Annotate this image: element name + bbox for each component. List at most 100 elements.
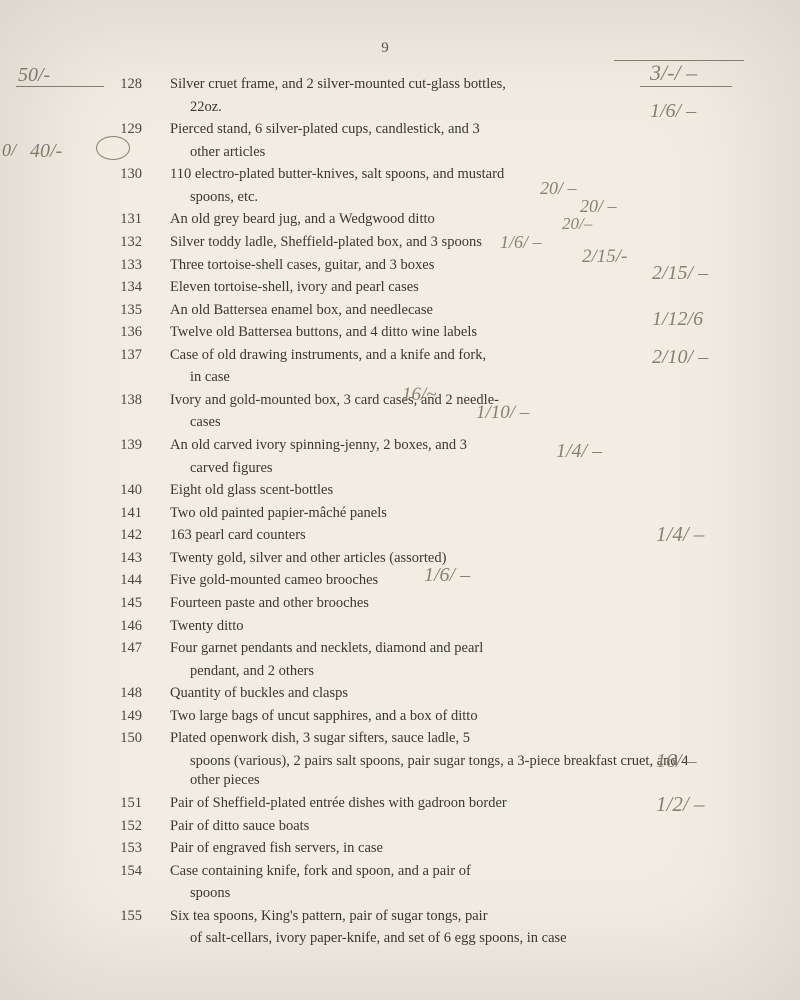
catalog-entry-continuation: spoons (various), 2 pairs salt spoons, p… — [60, 752, 710, 791]
lot-description: Twenty ditto — [170, 617, 710, 637]
lot-description-cont: other articles — [170, 143, 710, 163]
lot-description: Ivory and gold-mounted box, 3 card cases… — [170, 391, 710, 411]
catalog-entry: 132Silver toddy ladle, Sheffield-plated … — [60, 233, 710, 253]
lot-description: Pair of ditto sauce boats — [170, 817, 710, 837]
lot-description: Eight old glass scent-bottles — [170, 481, 710, 501]
lot-number: 145 — [60, 594, 170, 614]
catalog-entry: 128Silver cruet frame, and 2 silver-moun… — [60, 75, 710, 95]
lot-number: 128 — [60, 75, 170, 95]
lot-description: Quantity of buckles and clasps — [170, 684, 710, 704]
lot-description: Pair of engraved fish servers, in case — [170, 839, 710, 859]
lot-description: An old Battersea enamel box, and needlec… — [170, 301, 710, 321]
lot-description: 163 pearl card counters — [170, 526, 710, 546]
catalog-entry: 153Pair of engraved fish servers, in cas… — [60, 839, 710, 859]
lot-number: 153 — [60, 839, 170, 859]
catalog-entry: 146Twenty ditto — [60, 617, 710, 637]
catalog-entry: 147Four garnet pendants and necklets, di… — [60, 639, 710, 659]
lot-description-cont: of salt-cellars, ivory paper-knife, and … — [170, 929, 710, 949]
lot-number-blank — [60, 413, 170, 433]
catalog-entry: 139An old carved ivory spinning-jenny, 2… — [60, 436, 710, 456]
lot-description-cont: cases — [170, 413, 710, 433]
lot-description: Case of old drawing instruments, and a k… — [170, 346, 710, 366]
catalog-entry: 152Pair of ditto sauce boats — [60, 817, 710, 837]
lot-description: Three tortoise-shell cases, guitar, and … — [170, 256, 710, 276]
lot-number: 152 — [60, 817, 170, 837]
lot-number: 155 — [60, 907, 170, 927]
lot-description: Six tea spoons, King's pattern, pair of … — [170, 907, 710, 927]
lot-number: 140 — [60, 481, 170, 501]
catalog-entry: 149Two large bags of uncut sapphires, an… — [60, 707, 710, 727]
lot-number-blank — [60, 662, 170, 682]
catalog-entry-continuation: cases — [60, 413, 710, 433]
catalog-entry: 138Ivory and gold-mounted box, 3 card ca… — [60, 391, 710, 411]
lot-description: Five gold-mounted cameo brooches — [170, 571, 710, 591]
lot-description-cont: carved figures — [170, 459, 710, 479]
lot-number: 146 — [60, 617, 170, 637]
lot-description: Pair of Sheffield-plated entrée dishes w… — [170, 794, 710, 814]
lot-description-cont: spoons, etc. — [170, 188, 710, 208]
catalog-entry-continuation: spoons, etc. — [60, 188, 710, 208]
catalog-entry: 144Five gold-mounted cameo brooches — [60, 571, 710, 591]
handwritten-underline — [614, 60, 744, 61]
lot-description: An old grey beard jug, and a Wedgwood di… — [170, 210, 710, 230]
catalog-entry: 150Plated openwork dish, 3 sugar sifters… — [60, 729, 710, 749]
lot-number: 149 — [60, 707, 170, 727]
page-number: 9 — [60, 40, 710, 57]
lot-number: 138 — [60, 391, 170, 411]
lot-description: Eleven tortoise-shell, ivory and pearl c… — [170, 278, 710, 298]
lot-number-blank — [60, 368, 170, 388]
lot-number: 143 — [60, 549, 170, 569]
lot-description: Twenty gold, silver and other articles (… — [170, 549, 710, 569]
lot-number: 141 — [60, 504, 170, 524]
lot-number: 151 — [60, 794, 170, 814]
lot-description-cont: in case — [170, 368, 710, 388]
handwritten-circle — [96, 136, 130, 160]
handwritten-underline — [16, 86, 104, 87]
lot-description-cont: 22oz. — [170, 98, 710, 118]
catalog-entry: 136Twelve old Battersea buttons, and 4 d… — [60, 323, 710, 343]
catalog-entry: 143Twenty gold, silver and other article… — [60, 549, 710, 569]
lot-number: 144 — [60, 571, 170, 591]
lot-number: 139 — [60, 436, 170, 456]
catalog-entry-continuation: of salt-cellars, ivory paper-knife, and … — [60, 929, 710, 949]
catalog-entry: 129Pierced stand, 6 silver-plated cups, … — [60, 120, 710, 140]
lot-number-blank — [60, 98, 170, 118]
lot-description: Four garnet pendants and necklets, diamo… — [170, 639, 710, 659]
catalog-entry: 130110 electro-plated butter-knives, sal… — [60, 165, 710, 185]
lot-number: 133 — [60, 256, 170, 276]
catalog-entry: 135An old Battersea enamel box, and need… — [60, 301, 710, 321]
lot-description: Pierced stand, 6 silver-plated cups, can… — [170, 120, 710, 140]
catalog-entry-continuation: spoons — [60, 884, 710, 904]
catalog-entry: 137Case of old drawing instruments, and … — [60, 346, 710, 366]
lot-description: Twelve old Battersea buttons, and 4 ditt… — [170, 323, 710, 343]
catalog-entry-continuation: pendant, and 2 others — [60, 662, 710, 682]
lot-number: 148 — [60, 684, 170, 704]
catalog-entry: 154Case containing knife, fork and spoon… — [60, 862, 710, 882]
catalog-entries: 128Silver cruet frame, and 2 silver-moun… — [60, 75, 710, 949]
lot-number: 131 — [60, 210, 170, 230]
lot-number: 130 — [60, 165, 170, 185]
catalog-entry-continuation: other articles — [60, 143, 710, 163]
lot-number-blank — [60, 884, 170, 904]
catalog-entry: 133Three tortoise-shell cases, guitar, a… — [60, 256, 710, 276]
lot-description: Two large bags of uncut sapphires, and a… — [170, 707, 710, 727]
lot-number: 136 — [60, 323, 170, 343]
catalog-entry: 140Eight old glass scent-bottles — [60, 481, 710, 501]
lot-number: 134 — [60, 278, 170, 298]
lot-description: Plated openwork dish, 3 sugar sifters, s… — [170, 729, 710, 749]
catalog-entry: 131An old grey beard jug, and a Wedgwood… — [60, 210, 710, 230]
lot-description-cont: spoons — [170, 884, 710, 904]
catalog-entry: 148Quantity of buckles and clasps — [60, 684, 710, 704]
lot-description: Fourteen paste and other brooches — [170, 594, 710, 614]
lot-description: Two old painted papier-mâché panels — [170, 504, 710, 524]
catalog-entry-continuation: carved figures — [60, 459, 710, 479]
lot-description: An old carved ivory spinning-jenny, 2 bo… — [170, 436, 710, 456]
catalog-entry: 142163 pearl card counters — [60, 526, 710, 546]
catalog-entry: 141Two old painted papier-mâché panels — [60, 504, 710, 524]
lot-description-cont: spoons (various), 2 pairs salt spoons, p… — [170, 752, 710, 791]
catalog-entry-continuation: in case — [60, 368, 710, 388]
lot-number-blank — [60, 929, 170, 949]
catalog-entry-continuation: 22oz. — [60, 98, 710, 118]
lot-description: Silver toddy ladle, Sheffield-plated box… — [170, 233, 710, 253]
lot-number: 150 — [60, 729, 170, 749]
